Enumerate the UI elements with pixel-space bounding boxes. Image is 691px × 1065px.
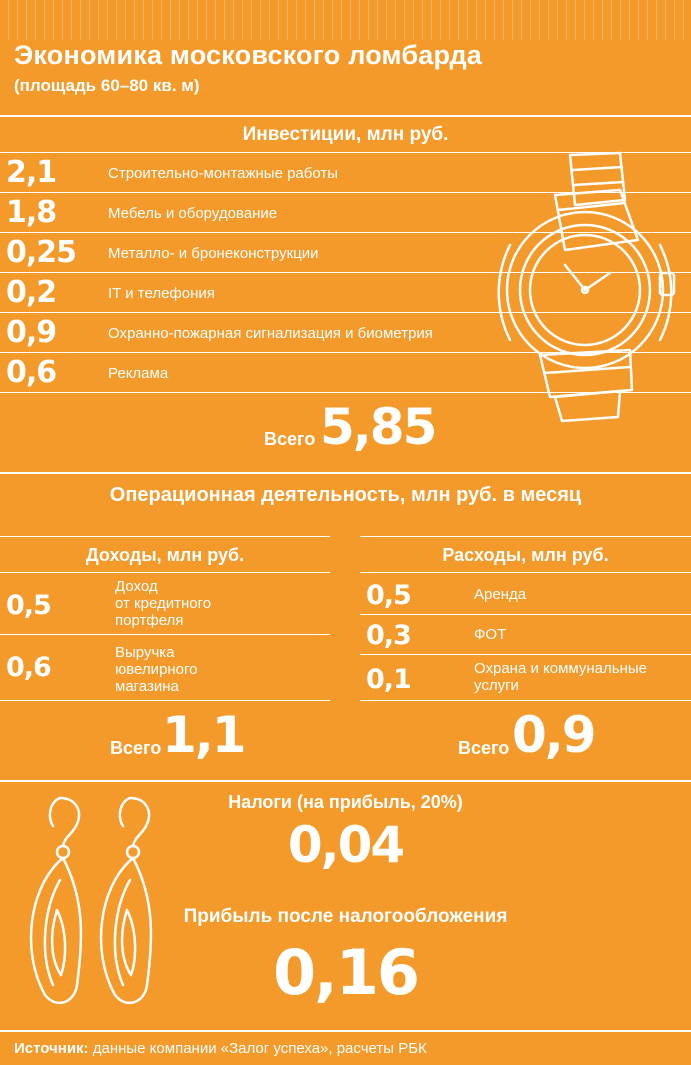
profit-heading: Прибыль после налогообложения (183, 906, 508, 927)
income-value: 0,6 (6, 652, 52, 683)
divider (360, 654, 691, 655)
investments-heading: Инвестиции, млн руб. (242, 124, 449, 145)
divider (360, 614, 691, 615)
income-heading: Доходы, млн руб. (85, 545, 245, 565)
investment-value: 0,6 (6, 355, 57, 390)
investment-value: 1,8 (6, 195, 57, 230)
divider (360, 536, 691, 537)
investment-label: Охранно-пожарная сигнализация и биометри… (108, 325, 433, 342)
earrings-icon (29, 796, 153, 1005)
divider (360, 700, 691, 701)
investment-value: 0,2 (6, 275, 57, 310)
source-text: данные компании «Залог успеха», расчеты … (88, 1040, 427, 1057)
divider (0, 352, 691, 353)
divider (0, 700, 330, 701)
divider (360, 572, 691, 573)
investment-label: Строительно-монтажные работы (108, 165, 339, 182)
investment-label: Мебель и оборудование (108, 205, 278, 222)
income-label: Доход от кредитного портфеля (115, 578, 212, 629)
expense-value: 0,3 (366, 620, 412, 651)
taxes-value: 0,04 (287, 816, 405, 874)
income-total-label: Всего (110, 738, 162, 758)
investment-value: 0,9 (6, 315, 57, 350)
divider (0, 536, 330, 537)
expenses-total-value: 0,9 (512, 706, 597, 764)
investment-value: 0,25 (6, 235, 77, 270)
wristwatch-icon (497, 151, 676, 423)
divider (0, 634, 330, 635)
income-total-value: 1,1 (162, 706, 247, 764)
divider (0, 472, 691, 474)
top-stripe (0, 0, 691, 40)
expenses-total-label: Всего (458, 738, 510, 758)
taxes-heading: Налоги (на прибыль, 20%) (228, 792, 463, 812)
divider (0, 272, 691, 273)
investment-label: Металло- и бронеконструкции (108, 245, 319, 262)
income-label: Выручка ювелирного магазина (115, 644, 198, 695)
profit-value: 0,16 (273, 936, 420, 1009)
source-note: Источник: данные компании «Залог успеха»… (14, 1040, 427, 1057)
divider (0, 312, 691, 313)
divider (0, 1030, 691, 1032)
page-title: Экономика московского ломбарда (14, 40, 483, 70)
divider (0, 232, 691, 233)
investment-label: IT и телефония (108, 285, 215, 302)
divider (0, 115, 691, 117)
divider (0, 392, 691, 393)
income-value: 0,5 (6, 590, 52, 621)
expense-value: 0,1 (366, 664, 412, 695)
expense-label: Охрана и коммунальные услуги (474, 660, 647, 694)
investments-total-value: 5,85 (320, 398, 437, 456)
investments-total-label: Всего (264, 429, 316, 449)
source-label: Источник: (14, 1040, 89, 1057)
divider (0, 780, 691, 782)
page-subtitle: (площадь 60–80 кв. м) (14, 76, 200, 95)
expense-value: 0,5 (366, 580, 412, 611)
expenses-heading: Расходы, млн руб. (442, 545, 609, 565)
divider (0, 152, 691, 153)
investment-value: 2,1 (6, 155, 57, 190)
divider (0, 572, 330, 573)
expense-label: Аренда (474, 586, 527, 603)
divider (0, 192, 691, 193)
operations-heading: Операционная деятельность, млн руб. в ме… (109, 484, 582, 506)
investment-label: Реклама (108, 365, 169, 382)
expense-label: ФОТ (474, 626, 507, 643)
